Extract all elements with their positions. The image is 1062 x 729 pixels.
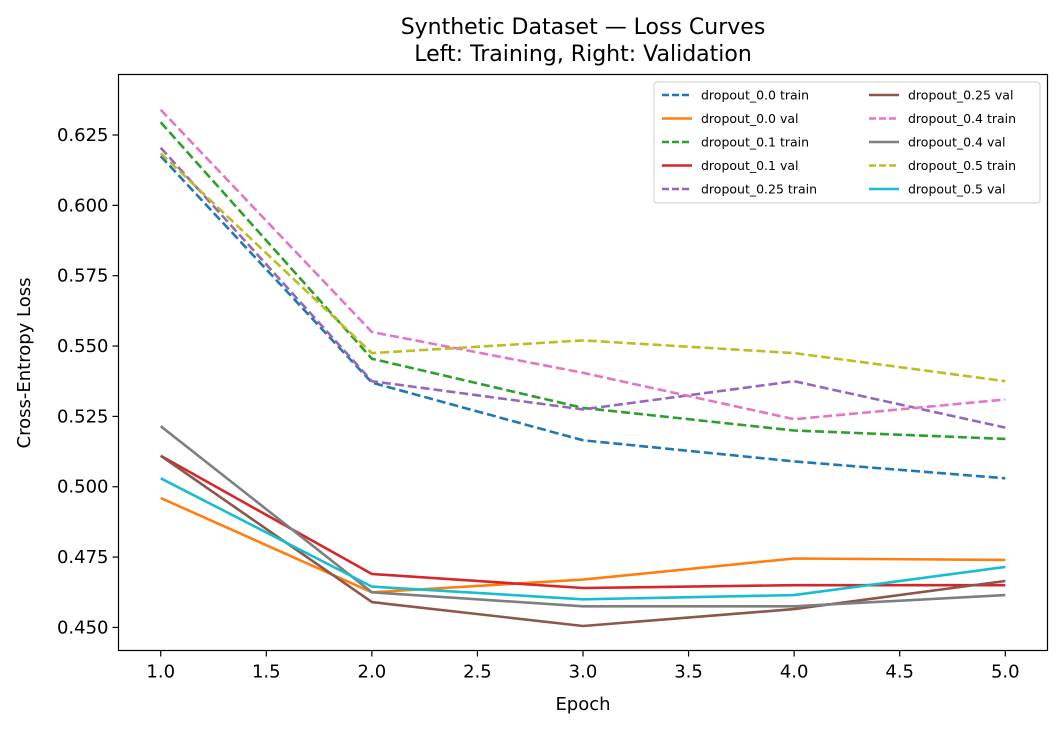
series-line-dropout-0-4-train: [159, 108, 1006, 421]
legend-label: dropout_0.4 val: [908, 135, 1006, 150]
legend-label: dropout_0.0 val: [701, 111, 799, 126]
y-tick-label: 0.575: [57, 266, 109, 287]
x-tick-label: 3.5: [674, 662, 703, 683]
legend: dropout_0.0 train dropout_0.0 val dropout_…: [653, 81, 1041, 204]
series-line-dropout-0-1-val: [160, 454, 1006, 590]
y-axis: 0.450 0.475 0.500 0.525 0.550 0.575 0.600 0.625: [57, 125, 119, 638]
x-tick-label: 4.0: [780, 662, 809, 683]
legend-label: dropout_0.25 train: [701, 182, 817, 197]
x-tick-label: 5.0: [991, 662, 1020, 683]
series-line-dropout-0-1-train: [159, 121, 1006, 441]
series-line-dropout-0-5-train: [159, 152, 1006, 383]
series-line-dropout-0-25-val: [159, 454, 1006, 628]
x-tick-label: 1.5: [252, 662, 281, 683]
plot-frame: [117, 73, 1049, 652]
legend-label: dropout_0.25 val: [908, 88, 1013, 103]
x-tick-label: 4.5: [885, 662, 914, 683]
legend-label: dropout_0.5 train: [908, 158, 1016, 173]
legend-label: dropout_0.0 train: [701, 88, 809, 103]
y-tick-label: 0.525: [57, 406, 109, 427]
series-line-dropout-0-5-val: [160, 477, 1006, 601]
plot-lines: [159, 108, 1006, 628]
x-tick-label: 2.5: [463, 662, 492, 683]
legend-label: dropout_0.4 train: [908, 111, 1016, 126]
series-line-dropout-0-4-val: [159, 425, 1006, 608]
x-tick-label: 3.0: [569, 662, 598, 683]
legend-box: [653, 81, 1041, 204]
legend-label: dropout_0.1 val: [701, 158, 799, 173]
series-line-dropout-0-0-train: [159, 155, 1006, 480]
chart-title: Synthetic Dataset — Loss Curves: [401, 15, 766, 40]
y-tick-label: 0.550: [57, 336, 109, 357]
y-tick-label: 0.625: [57, 125, 109, 146]
y-tick-label: 0.450: [57, 617, 109, 638]
y-tick-label: 0.600: [57, 195, 109, 216]
x-tick-label: 2.0: [358, 662, 387, 683]
y-tick-label: 0.500: [57, 477, 109, 498]
legend-label: dropout_0.5 val: [908, 182, 1006, 197]
legend-label: dropout_0.1 train: [701, 135, 809, 150]
y-tick-label: 0.475: [57, 547, 109, 568]
y-axis-label: Cross-Entropy Loss: [14, 278, 35, 449]
x-tick-label: 1.0: [146, 662, 175, 683]
x-axis: 1.0 1.5 2.0 2.5 3.0 3.5 4.0 4.5 5.0: [146, 650, 1020, 683]
series-line-dropout-0-25-train: [159, 146, 1006, 429]
series-line-dropout-0-0-val: [160, 496, 1006, 594]
chart-subtitle: Left: Training, Right: Validation: [414, 42, 752, 67]
x-axis-label: Epoch: [555, 694, 610, 715]
